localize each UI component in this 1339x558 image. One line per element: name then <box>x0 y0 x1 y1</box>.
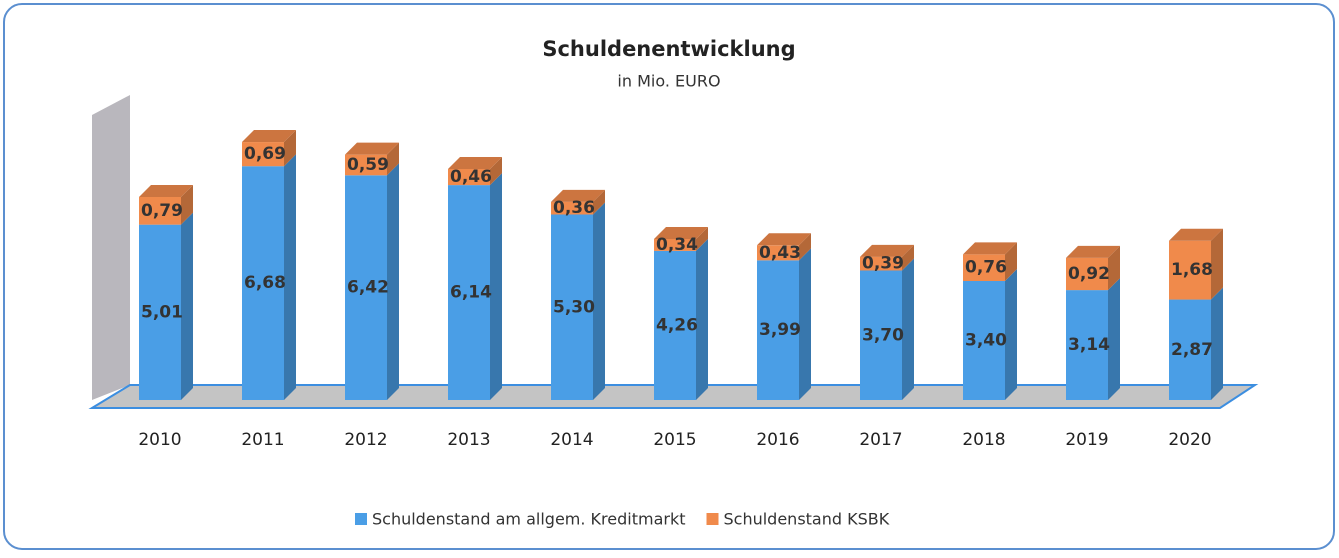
chart-title: Schuldenentwicklung <box>542 37 795 61</box>
data-label: 0,92 <box>1068 264 1110 284</box>
bar-side <box>902 244 914 271</box>
data-label: 1,68 <box>1171 260 1213 280</box>
bar <box>345 175 387 400</box>
bar <box>448 169 490 186</box>
bar-top <box>1066 245 1120 258</box>
x-tick-label: 2012 <box>344 430 387 450</box>
bar-top <box>1169 228 1223 241</box>
data-label: 5,01 <box>141 302 183 322</box>
x-tick-label: 2011 <box>241 430 284 450</box>
x-tick-label: 2018 <box>962 430 1005 450</box>
bar-top <box>757 233 811 246</box>
data-label: 0,59 <box>347 155 389 175</box>
bar-top <box>963 242 1017 255</box>
bar-side <box>490 157 502 186</box>
bar <box>242 142 284 167</box>
bar-side <box>387 163 399 400</box>
bar <box>654 250 696 400</box>
bar <box>963 254 1005 281</box>
legend-swatch <box>706 513 719 525</box>
bar <box>1169 240 1211 300</box>
bar-side <box>696 227 708 251</box>
bar <box>757 245 799 261</box>
bar-top <box>242 130 296 143</box>
x-tick-label: 2020 <box>1168 430 1211 450</box>
bar-side <box>387 142 399 176</box>
data-label: 0,36 <box>553 198 595 218</box>
bar-side <box>593 189 605 215</box>
bar <box>860 270 902 400</box>
x-tick-label: 2014 <box>550 430 593 450</box>
bar <box>860 256 902 271</box>
data-label: 0,43 <box>759 243 801 263</box>
bar <box>242 166 284 400</box>
data-label: 6,42 <box>347 278 389 298</box>
data-label: 2,87 <box>1171 340 1213 360</box>
bar-side <box>284 154 296 400</box>
bar-side <box>902 258 914 400</box>
back-wall <box>92 95 130 400</box>
bar <box>345 154 387 176</box>
bar <box>448 185 490 400</box>
data-label: 0,46 <box>450 167 492 187</box>
x-tick-label: 2010 <box>138 430 181 450</box>
bar <box>551 201 593 215</box>
x-tick-label: 2016 <box>756 430 799 450</box>
bar-side <box>1108 245 1120 291</box>
bar <box>1066 257 1108 291</box>
bar-side <box>799 233 811 261</box>
data-label: 0,34 <box>656 235 698 255</box>
data-label: 3,14 <box>1068 335 1110 355</box>
bar-side <box>181 212 193 400</box>
bar-side <box>1211 287 1223 400</box>
data-label: 0,79 <box>141 201 183 221</box>
bar-side <box>1005 242 1017 281</box>
data-label: 3,99 <box>759 320 801 340</box>
bar <box>757 260 799 400</box>
legend-label: Schuldenstand am allgem. Kreditmarkt <box>372 510 686 529</box>
bar-side <box>490 173 502 400</box>
data-label: 6,14 <box>450 283 492 303</box>
x-tick-label: 2015 <box>653 430 696 450</box>
bar-top <box>345 142 399 155</box>
data-label: 3,40 <box>965 331 1007 351</box>
bar <box>139 224 181 400</box>
bar-top <box>654 227 708 239</box>
bar <box>139 197 181 225</box>
bar-side <box>284 130 296 167</box>
chart-subtitle: in Mio. EURO <box>617 72 720 91</box>
data-label: 6,68 <box>244 273 286 293</box>
legend-label: Schuldenstand KSBK <box>724 510 890 529</box>
bar-side <box>181 185 193 225</box>
data-label: 3,70 <box>862 325 904 345</box>
data-label: 0,69 <box>244 144 286 164</box>
legend-swatch <box>355 513 367 525</box>
bar-side <box>696 238 708 400</box>
bar-side <box>593 202 605 400</box>
bar-side <box>1005 269 1017 400</box>
bar-side <box>1211 228 1223 300</box>
bar <box>654 239 696 251</box>
bar <box>1066 290 1108 400</box>
bar <box>1169 299 1211 400</box>
data-label: 5,30 <box>553 297 595 317</box>
bar-side <box>799 248 811 400</box>
bar-top <box>860 244 914 257</box>
bar-top <box>139 185 193 197</box>
data-label: 4,26 <box>656 315 698 335</box>
data-label: 0,76 <box>965 258 1007 278</box>
bar <box>963 281 1005 400</box>
bar-top <box>551 189 605 202</box>
x-tick-label: 2017 <box>859 430 902 450</box>
bar <box>551 214 593 400</box>
data-label: 0,39 <box>862 254 904 274</box>
bar-top <box>448 157 502 169</box>
x-tick-label: 2019 <box>1065 430 1108 450</box>
x-tick-label: 2013 <box>447 430 490 450</box>
bar-side <box>1108 278 1120 400</box>
